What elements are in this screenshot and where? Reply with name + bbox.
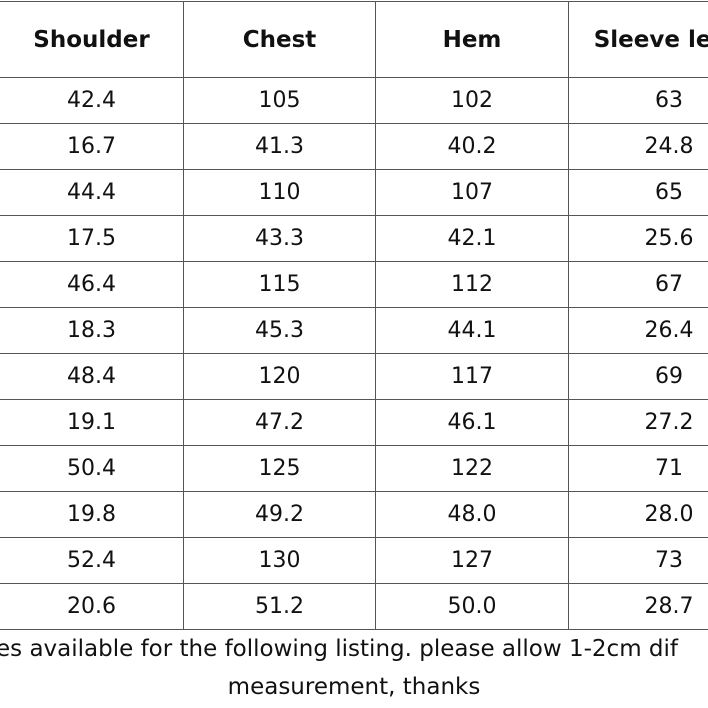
column-header: Chest [183,1,376,78]
table-cell: 28.0 [568,491,708,538]
table-cell: 117 [375,353,569,400]
table-row: 18.3 45.3 44.1 26.4 [0,307,708,354]
table-cell: 44.1 [375,307,569,354]
table-cell: 24.8 [568,123,708,170]
table-cell: 25.6 [568,215,708,262]
table-row: 17.5 43.3 42.1 25.6 [0,215,708,262]
table-cell: 17.5 [0,215,184,262]
table-cell: 28.7 [568,583,708,630]
table-row: 44.4 110 107 65 [0,169,708,216]
table-cell: 44.4 [0,169,184,216]
table-row: 19.1 47.2 46.1 27.2 [0,399,708,446]
table-cell: 63 [568,77,708,124]
table-cell: 48.4 [0,353,184,400]
table-cell: 65 [568,169,708,216]
table-cell: 71 [568,445,708,492]
table-cell: 45.3 [183,307,376,354]
note-line: es available for the following listing. … [0,636,679,662]
table-cell: 48.0 [375,491,569,538]
table-cell: 50.0 [375,583,569,630]
table-cell: 46.4 [0,261,184,308]
table-row: 20.6 51.2 50.0 28.7 [0,583,708,630]
table-cell: 49.2 [183,491,376,538]
table-cell: 16.7 [0,123,184,170]
table-row: 52.4 130 127 73 [0,537,708,584]
table-cell: 19.8 [0,491,184,538]
table-cell: 40.2 [375,123,569,170]
table-cell: 18.3 [0,307,184,354]
table-cell: 51.2 [183,583,376,630]
table-cell: 42.1 [375,215,569,262]
table-cell: 115 [183,261,376,308]
table-row: 42.4 105 102 63 [0,77,708,124]
table-cell: 41.3 [183,123,376,170]
note-line: measurement, thanks [227,674,481,700]
table-cell: 73 [568,537,708,584]
table-cell: 42.4 [0,77,184,124]
table-cell: 122 [375,445,569,492]
table-cell: 112 [375,261,569,308]
table-body: 42.4 105 102 63 16.7 41.3 40.2 24.8 44.4 110 107 65… [0,77,708,630]
table-cell: 69 [568,353,708,400]
column-header: Hem [375,1,569,78]
table-cell: 125 [183,445,376,492]
column-header: Sleeve leng [568,1,708,78]
table-cell: 27.2 [568,399,708,446]
table-cell: 107 [375,169,569,216]
table-cell: 105 [183,77,376,124]
table-cell: 26.4 [568,307,708,354]
table-row: 48.4 120 117 69 [0,353,708,400]
column-header: Shoulder [0,1,184,78]
table-cell: 110 [183,169,376,216]
table-cell: 46.1 [375,399,569,446]
table-cell: 50.4 [0,445,184,492]
table-cell: 52.4 [0,537,184,584]
table-cell: 20.6 [0,583,184,630]
table-cell: 127 [375,537,569,584]
table-cell: 67 [568,261,708,308]
table-cell: 102 [375,77,569,124]
table-row: 50.4 125 122 71 [0,445,708,492]
table-cell: 43.3 [183,215,376,262]
table-cell: 47.2 [183,399,376,446]
table-row: 46.4 115 112 67 [0,261,708,308]
table-cell: 19.1 [0,399,184,446]
table-row: 16.7 41.3 40.2 24.8 [0,123,708,170]
table-cell: 120 [183,353,376,400]
table-row: 19.8 49.2 48.0 28.0 [0,491,708,538]
table-cell: 130 [183,537,376,584]
